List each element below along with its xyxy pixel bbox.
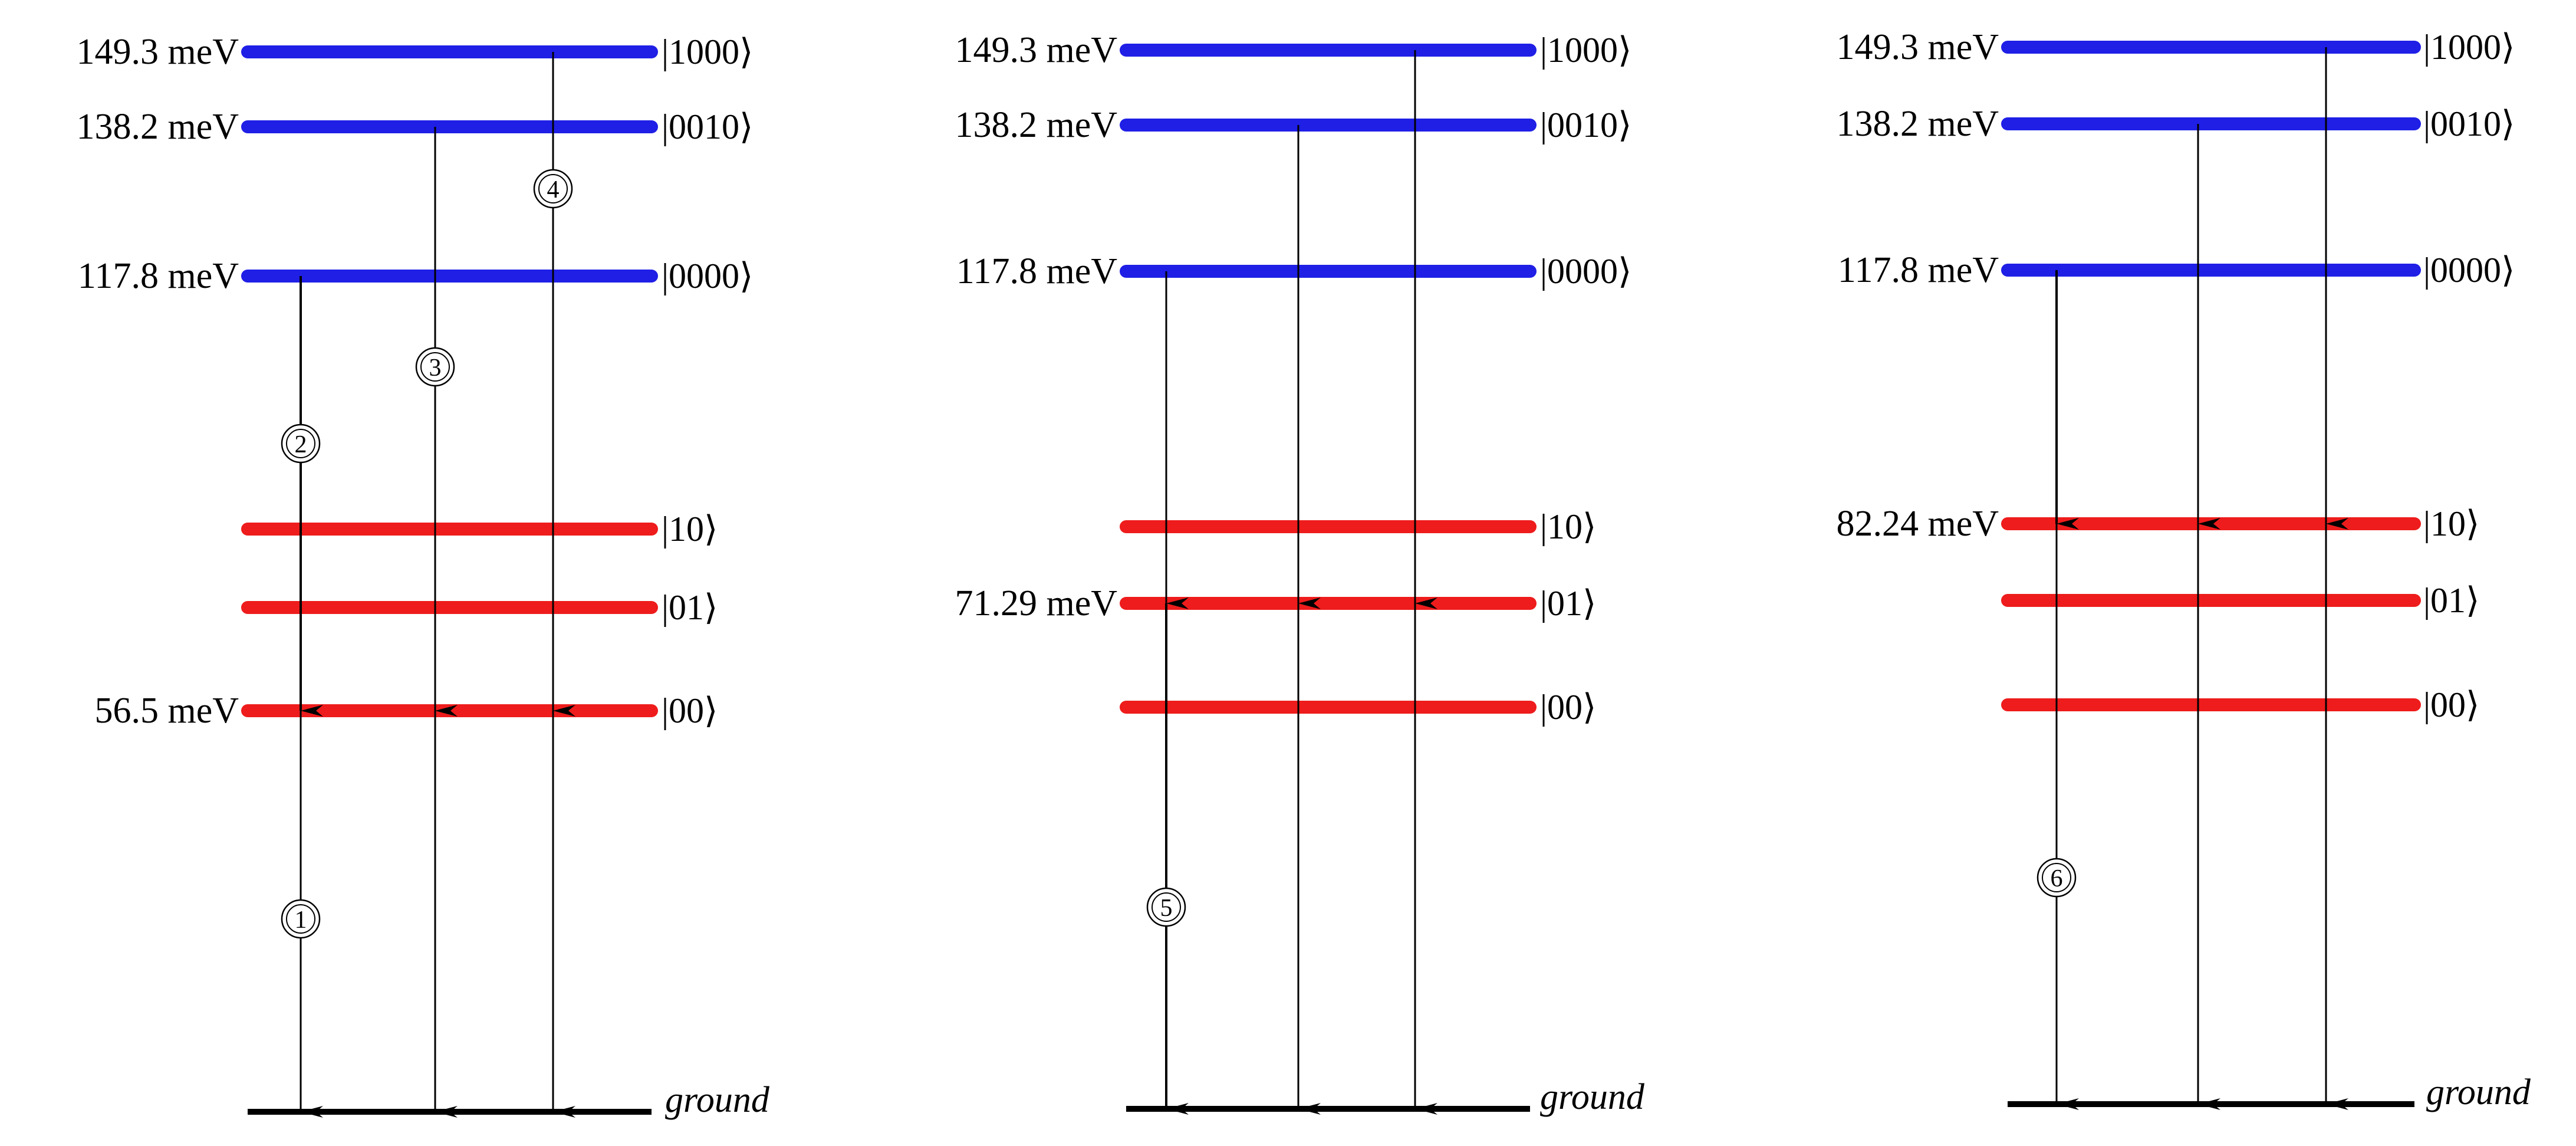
energy-label: 138.2 meV — [955, 105, 1117, 145]
state-ket: |10⟩ — [1540, 507, 1596, 546]
transition-marker: 2 — [281, 423, 321, 464]
energy-label: 82.24 meV — [1836, 504, 1999, 544]
energy-label: 71.29 meV — [955, 583, 1117, 623]
ground-label: ground — [1540, 1077, 1645, 1117]
panel-2: 5 149.3 meV 138.2 meV 117.8 meV 71.29 me… — [955, 30, 1644, 1117]
state-ket: |0000⟩ — [1540, 252, 1631, 291]
energy-label: 149.3 meV — [76, 32, 239, 72]
state-ket: |0010⟩ — [1540, 106, 1631, 145]
state-ket: |01⟩ — [2423, 581, 2479, 620]
state-ket: |0010⟩ — [2423, 104, 2515, 143]
energy-label: 138.2 meV — [1836, 104, 1999, 144]
energy-label: 117.8 meV — [78, 256, 239, 296]
svg-text:6: 6 — [2051, 865, 2063, 892]
state-ket: |0000⟩ — [662, 257, 753, 295]
transition-marker: 1 — [281, 899, 321, 939]
energy-label: 138.2 meV — [76, 107, 239, 147]
svg-text:3: 3 — [429, 354, 442, 382]
transition-marker: 3 — [415, 347, 455, 387]
state-ket: |00⟩ — [2423, 685, 2479, 724]
energy-label: 117.8 meV — [1838, 250, 1999, 290]
state-ket: |01⟩ — [662, 588, 718, 627]
energy-label: 149.3 meV — [1836, 27, 1999, 67]
transition-marker: 6 — [2037, 858, 2077, 898]
state-ket: |00⟩ — [662, 691, 718, 730]
energy-label: 56.5 meV — [94, 691, 239, 731]
transition-marker: 4 — [533, 169, 573, 209]
energy-label: 117.8 meV — [956, 251, 1117, 291]
state-ket: |1000⟩ — [1540, 31, 1631, 70]
svg-text:1: 1 — [295, 907, 307, 934]
transition-marker: 5 — [1146, 887, 1186, 927]
state-ket: |0010⟩ — [662, 107, 753, 146]
state-ket: |00⟩ — [1540, 688, 1596, 727]
state-ket: |01⟩ — [1540, 584, 1596, 623]
state-ket: |10⟩ — [2423, 504, 2479, 543]
svg-text:2: 2 — [295, 431, 307, 458]
svg-text:5: 5 — [1160, 895, 1173, 922]
ground-label: ground — [665, 1080, 770, 1120]
panel-3: 6 149.3 meV 138.2 meV 117.8 meV 82.24 me… — [1836, 27, 2531, 1112]
state-ket: |1000⟩ — [662, 32, 753, 71]
state-ket: |1000⟩ — [2423, 28, 2515, 67]
ground-label: ground — [2426, 1072, 2531, 1112]
panel-1: 1 2 3 4 149.3 meV 138.2 meV 117.8 meV 56… — [76, 32, 769, 1120]
state-ket: |0000⟩ — [2423, 251, 2515, 290]
svg-text:4: 4 — [547, 176, 560, 203]
energy-label: 149.3 meV — [955, 30, 1117, 70]
state-ket: |10⟩ — [662, 510, 718, 549]
